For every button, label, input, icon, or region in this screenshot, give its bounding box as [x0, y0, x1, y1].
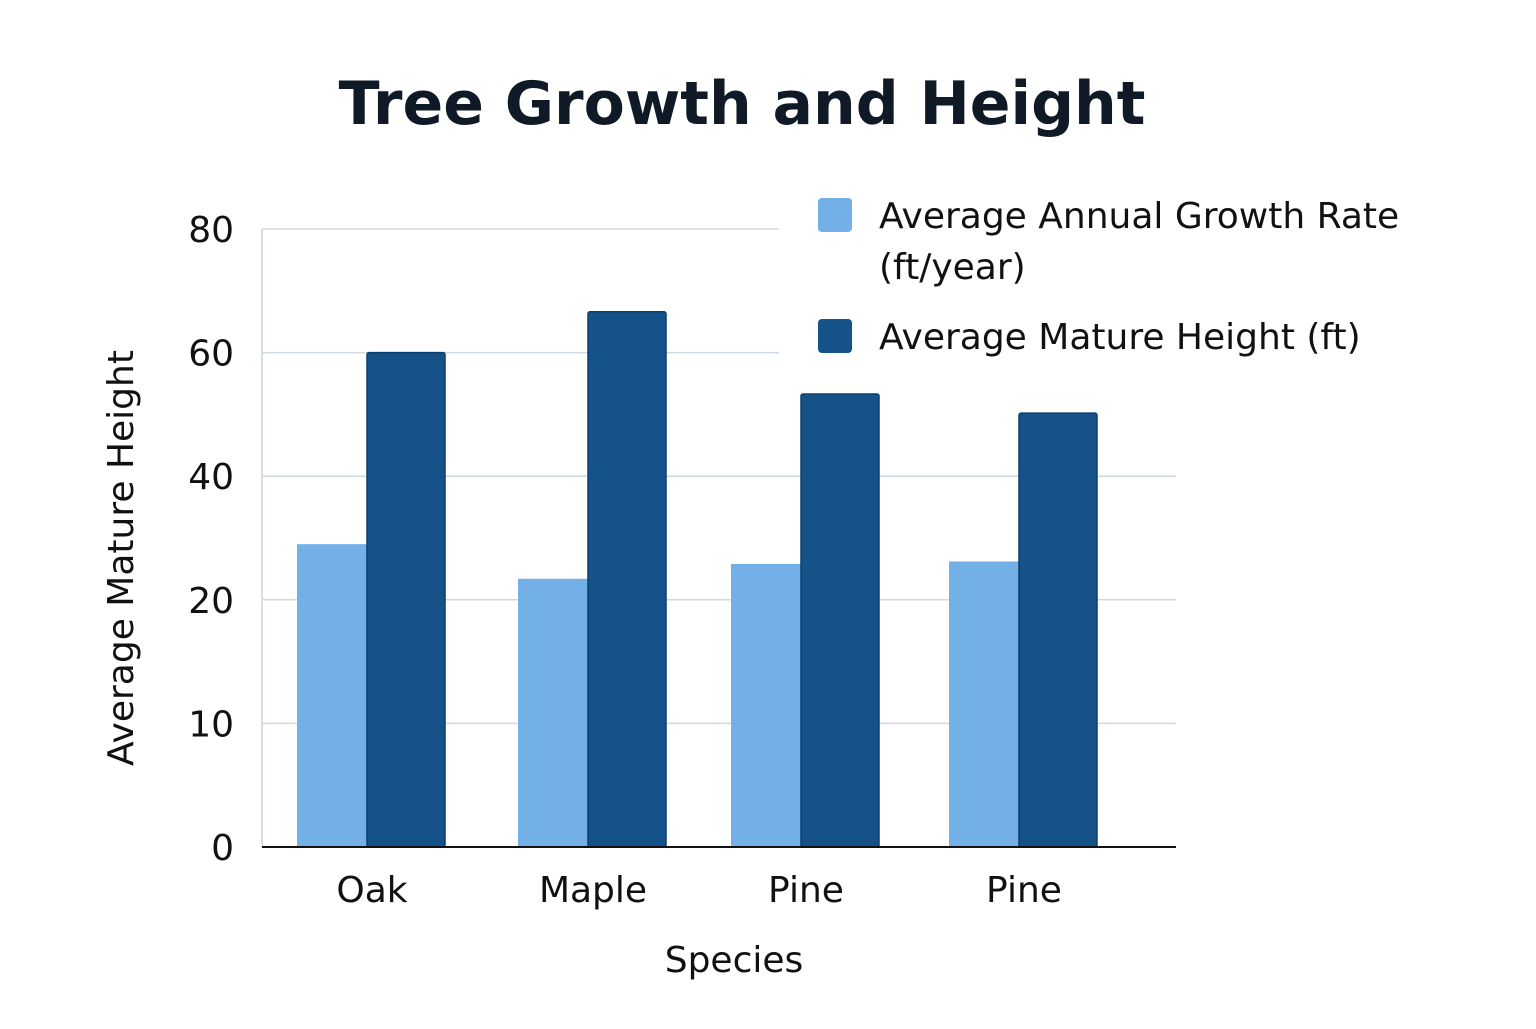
legend-swatch: [818, 319, 852, 353]
bar-growth-rate: [297, 544, 367, 847]
bars: [297, 311, 1098, 848]
y-tick-labels: 0 10 20 40 60 80: [188, 210, 234, 869]
x-tick-label: Maple: [539, 870, 647, 911]
bar-growth-rate: [949, 561, 1019, 847]
y-tick-label: 60: [188, 334, 234, 375]
bar-mature-height: [366, 351, 446, 848]
y-tick-label: 10: [188, 704, 234, 745]
y-tick-label: 20: [188, 581, 234, 622]
x-tick-labels: Oak Maple Pine Pine: [336, 870, 1062, 911]
x-axis-label: Species: [665, 940, 804, 981]
bar-growth-rate: [518, 578, 588, 847]
legend-swatch: [818, 198, 852, 232]
y-tick-label: 0: [211, 828, 234, 869]
y-tick-label: 40: [188, 457, 234, 498]
x-tick-label: Oak: [336, 870, 407, 911]
y-tick-label: 80: [188, 210, 234, 251]
chart-title: Tree Growth and Height: [339, 69, 1146, 139]
x-tick-label: Pine: [986, 870, 1062, 911]
legend-label: Average Annual Growth Rate: [879, 196, 1399, 237]
legend: Average Annual Growth Rate (ft/year) Avera…: [818, 196, 1399, 358]
x-tick-label: Pine: [768, 870, 844, 911]
bar-mature-height: [1018, 412, 1098, 848]
y-axis-label: Average Mature Height: [101, 350, 142, 766]
legend-label: Average Mature Height (ft): [879, 317, 1361, 358]
legend-label: (ft/year): [879, 247, 1026, 288]
bar-mature-height: [587, 311, 667, 848]
bar-mature-height: [800, 393, 880, 848]
bar-growth-rate: [731, 563, 801, 847]
